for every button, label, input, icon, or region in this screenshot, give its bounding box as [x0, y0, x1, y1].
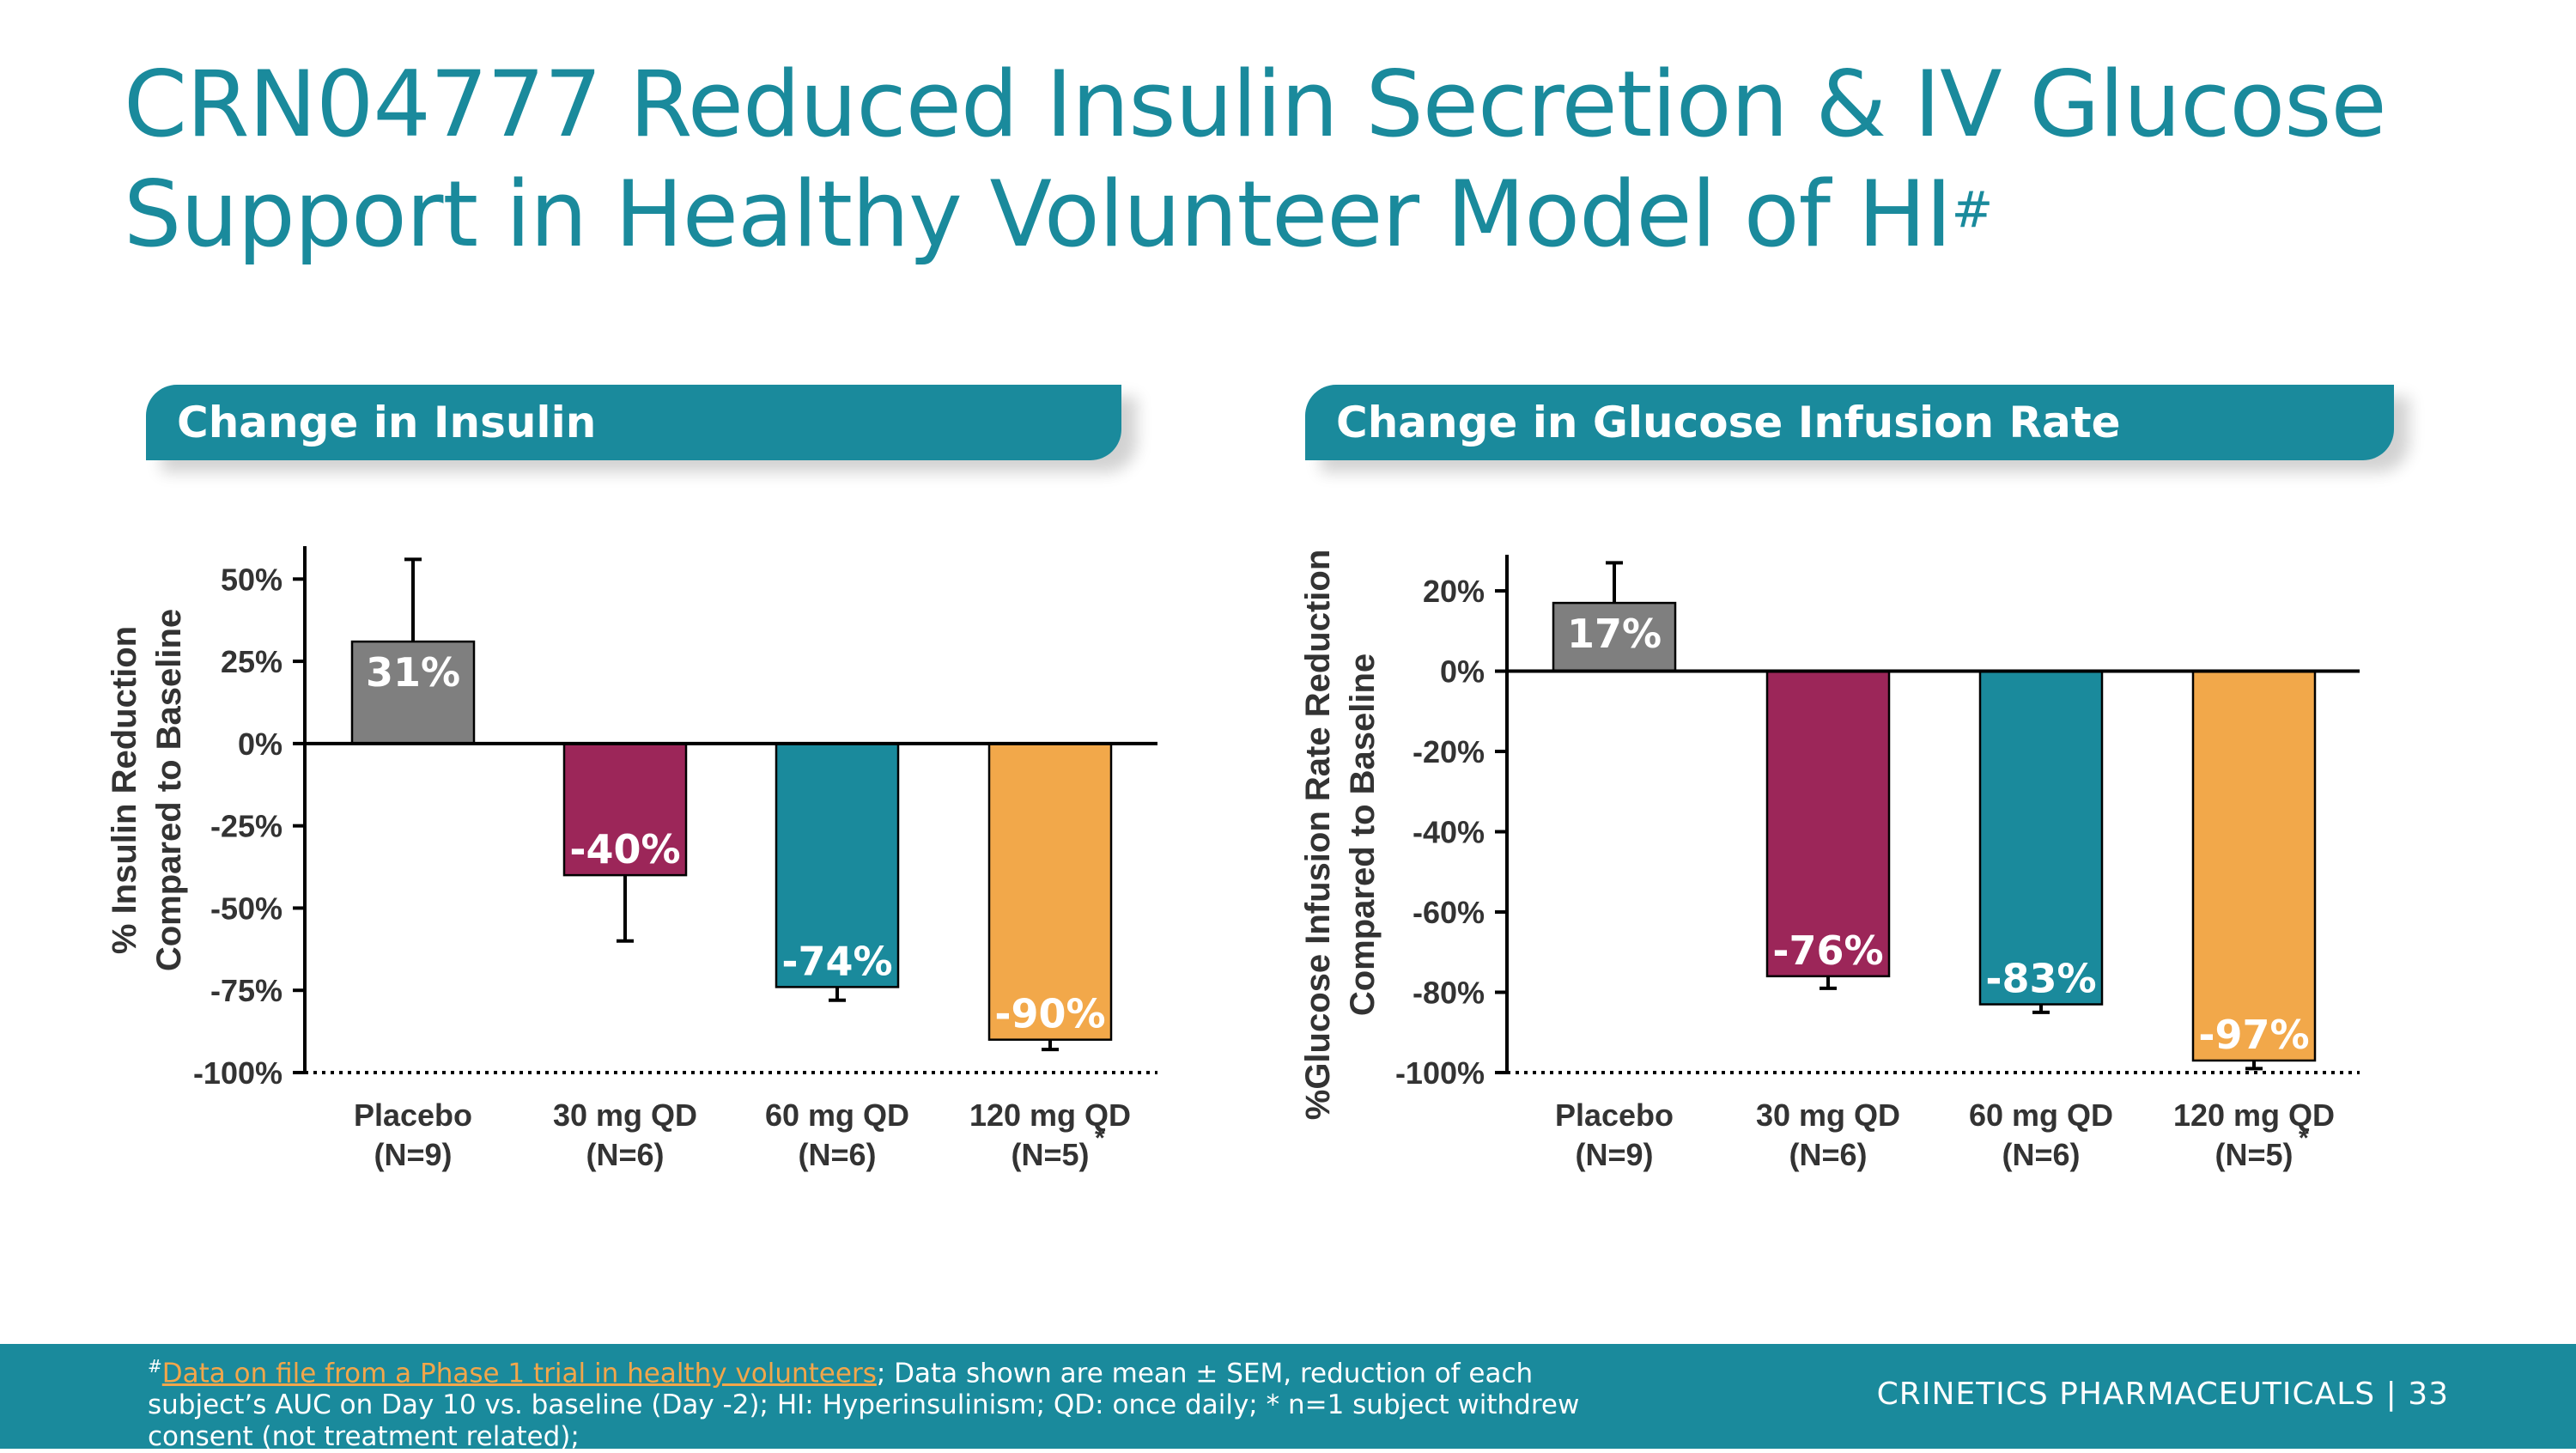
page-number: 33 [2408, 1377, 2449, 1412]
insulin-category-label: 120 mg QD [969, 1097, 1131, 1133]
gir-chart-header: Change in Glucose Infusion Rate [1305, 385, 2394, 460]
footnote: #Data on file from a Phase 1 trial in he… [148, 1351, 1607, 1453]
insulin-data-label: -40% [569, 826, 680, 872]
footer-separator: | [2385, 1377, 2397, 1412]
company-name: CRINETICS PHARMACEUTICALS [1876, 1377, 2376, 1412]
title-footnote-mark: # [1951, 180, 1994, 239]
insulin-category-label: 30 mg QD [553, 1097, 697, 1133]
data-source-link[interactable]: Data on file from a Phase 1 trial in hea… [161, 1358, 877, 1389]
insulin-category-label: 60 mg QD [765, 1097, 909, 1133]
insulin-data-label: -90% [994, 991, 1105, 1037]
insulin-category-n: (N=6) [798, 1137, 876, 1172]
insulin-y-label-line2: Compared to Baseline [150, 609, 188, 971]
insulin-data-label: -74% [781, 938, 892, 984]
footnote-text: ; Data shown are mean ± SEM, reduction o… [148, 1358, 1580, 1453]
footnote-mark: # [148, 1356, 162, 1377]
slide-title-line1: CRN04777 Reduced Insulin Secretion & IV … [124, 52, 2387, 157]
footer-brand: CRINETICS PHARMACEUTICALS | 33 [1877, 1377, 2449, 1412]
insulin-bar [350, 640, 476, 745]
insulin-bar [562, 742, 688, 877]
footer-bar: #Data on file from a Phase 1 trial in he… [0, 1344, 2576, 1452]
insulin-category-mark: * [1095, 1124, 1105, 1152]
insulin-data-label: 31% [366, 649, 460, 696]
insulin-category-n: (N=9) [374, 1137, 452, 1172]
insulin-category-n: (N=5) [1011, 1137, 1089, 1172]
slide-title-line2-wrap: Support in Healthy Volunteer Model of HI… [124, 160, 2528, 270]
insulin-y-tick-label: -50% [210, 891, 283, 926]
slide-title-line2: Support in Healthy Volunteer Model of HI [124, 161, 1953, 267]
insulin-y-tick-label: -75% [210, 973, 283, 1008]
insulin-y-label-line1: % Insulin Reduction [106, 626, 143, 954]
insulin-y-tick-label: -100% [193, 1055, 283, 1091]
insulin-y-tick-label: 25% [221, 644, 283, 679]
insulin-y-tick-label: -25% [210, 809, 283, 844]
insulin-category-n: (N=6) [586, 1137, 664, 1172]
insulin-chart-header: Change in Insulin [146, 385, 1121, 460]
insulin-bar [987, 742, 1113, 1041]
insulin-y-tick-label: 50% [221, 562, 283, 597]
insulin-y-tick-label: 0% [238, 726, 283, 762]
slide-title: CRN04777 Reduced Insulin Secretion & IV … [124, 50, 2528, 270]
insulin-category-label: Placebo [354, 1097, 472, 1133]
